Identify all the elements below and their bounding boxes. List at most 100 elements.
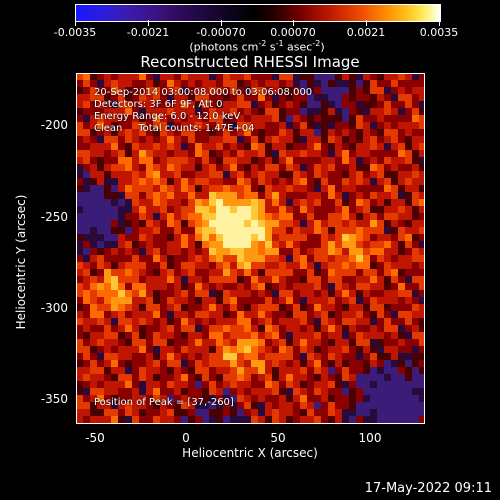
image-pixel	[209, 297, 216, 304]
image-pixel	[370, 164, 377, 171]
image-pixel	[188, 423, 195, 424]
image-pixel	[160, 290, 167, 297]
image-pixel	[237, 178, 244, 185]
image-pixel	[405, 290, 412, 297]
image-pixel	[90, 332, 97, 339]
image-pixel	[265, 115, 272, 122]
image-pixel	[391, 136, 398, 143]
image-pixel	[419, 171, 425, 178]
image-pixel	[104, 171, 111, 178]
image-pixel	[405, 178, 412, 185]
image-pixel	[181, 101, 188, 108]
image-pixel	[118, 381, 125, 388]
image-pixel	[167, 185, 174, 192]
image-pixel	[286, 381, 293, 388]
image-pixel	[363, 227, 370, 234]
image-pixel	[230, 220, 237, 227]
image-pixel	[293, 262, 300, 269]
image-pixel	[384, 269, 391, 276]
image-pixel	[349, 276, 356, 283]
image-pixel	[146, 213, 153, 220]
image-pixel	[216, 269, 223, 276]
image-pixel	[356, 234, 363, 241]
image-pixel	[97, 353, 104, 360]
image-pixel	[167, 388, 174, 395]
image-pixel	[419, 234, 425, 241]
image-pixel	[216, 115, 223, 122]
image-pixel	[279, 122, 286, 129]
image-pixel	[146, 290, 153, 297]
image-pixel	[118, 136, 125, 143]
image-pixel	[181, 241, 188, 248]
image-pixel	[405, 297, 412, 304]
image-pixel	[216, 213, 223, 220]
image-pixel	[335, 318, 342, 325]
image-pixel	[237, 129, 244, 136]
image-pixel	[328, 220, 335, 227]
image-pixel	[146, 283, 153, 290]
image-pixel	[125, 143, 132, 150]
image-pixel	[300, 115, 307, 122]
image-pixel	[321, 241, 328, 248]
image-pixel	[97, 276, 104, 283]
image-pixel	[405, 388, 412, 395]
image-pixel	[293, 150, 300, 157]
image-pixel	[342, 332, 349, 339]
image-pixel	[223, 304, 230, 311]
image-pixel	[419, 241, 425, 248]
image-pixel	[76, 360, 83, 367]
image-pixel	[405, 409, 412, 416]
image-pixel	[405, 108, 412, 115]
image-pixel	[223, 346, 230, 353]
image-pixel	[181, 157, 188, 164]
image-pixel	[230, 150, 237, 157]
image-pixel	[384, 87, 391, 94]
image-pixel	[286, 353, 293, 360]
image-pixel	[412, 269, 419, 276]
image-pixel	[132, 297, 139, 304]
image-pixel	[97, 423, 104, 424]
image-pixel	[97, 164, 104, 171]
image-pixel	[377, 395, 384, 402]
image-pixel	[146, 122, 153, 129]
image-pixel	[363, 325, 370, 332]
image-pixel	[195, 395, 202, 402]
image-pixel	[188, 283, 195, 290]
image-pixel	[167, 122, 174, 129]
image-pixel	[370, 311, 377, 318]
image-pixel	[398, 416, 405, 423]
image-pixel	[209, 360, 216, 367]
image-pixel	[216, 227, 223, 234]
image-pixel	[328, 416, 335, 423]
image-pixel	[139, 192, 146, 199]
image-pixel	[188, 185, 195, 192]
image-pixel	[202, 129, 209, 136]
image-pixel	[146, 136, 153, 143]
image-pixel	[328, 101, 335, 108]
image-pixel	[328, 94, 335, 101]
image-pixel	[342, 241, 349, 248]
image-pixel	[279, 332, 286, 339]
image-pixel	[104, 395, 111, 402]
image-pixel	[384, 374, 391, 381]
image-pixel	[83, 178, 90, 185]
image-pixel	[279, 388, 286, 395]
image-pixel	[244, 178, 251, 185]
image-pixel	[377, 416, 384, 423]
image-pixel	[384, 178, 391, 185]
image-pixel	[244, 80, 251, 87]
image-pixel	[118, 290, 125, 297]
image-pixel	[244, 164, 251, 171]
image-pixel	[314, 395, 321, 402]
image-pixel	[167, 248, 174, 255]
image-pixel	[265, 360, 272, 367]
image-pixel	[272, 220, 279, 227]
image-pixel	[153, 409, 160, 416]
image-pixel	[160, 171, 167, 178]
image-pixel	[328, 276, 335, 283]
image-pixel	[97, 115, 104, 122]
image-pixel	[139, 136, 146, 143]
image-pixel	[349, 178, 356, 185]
image-pixel	[230, 318, 237, 325]
energy-range: Energy Range: 6.0 - 12.0 keV	[94, 111, 241, 122]
